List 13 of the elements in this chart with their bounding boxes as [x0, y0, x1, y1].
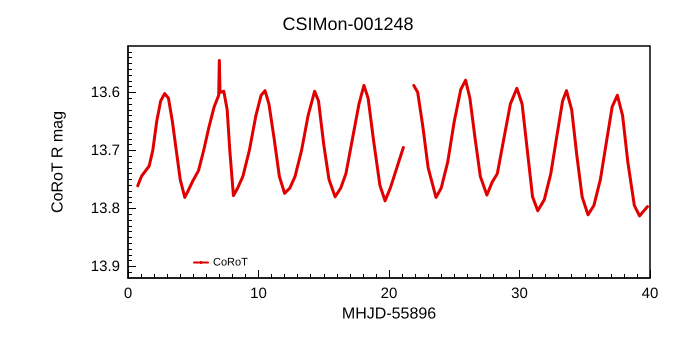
- x-axis-title: MHJD-55896: [342, 305, 436, 322]
- y-tick-label: 13.7: [90, 142, 120, 159]
- y-tick-label: 13.8: [90, 200, 120, 217]
- legend-label: CoRoT: [213, 256, 248, 268]
- x-tick-label: 0: [124, 285, 132, 302]
- chart-title: CSIMon-001248: [282, 14, 414, 34]
- x-tick-label: 10: [250, 285, 267, 302]
- y-tick-label: 13.6: [90, 84, 120, 101]
- x-tick-label: 30: [511, 285, 528, 302]
- y-axis-title: CoRoT R mag: [50, 111, 66, 213]
- x-tick-label: 40: [642, 285, 658, 302]
- y-tick-label: 13.9: [90, 258, 120, 275]
- x-tick-label: 20: [380, 285, 398, 302]
